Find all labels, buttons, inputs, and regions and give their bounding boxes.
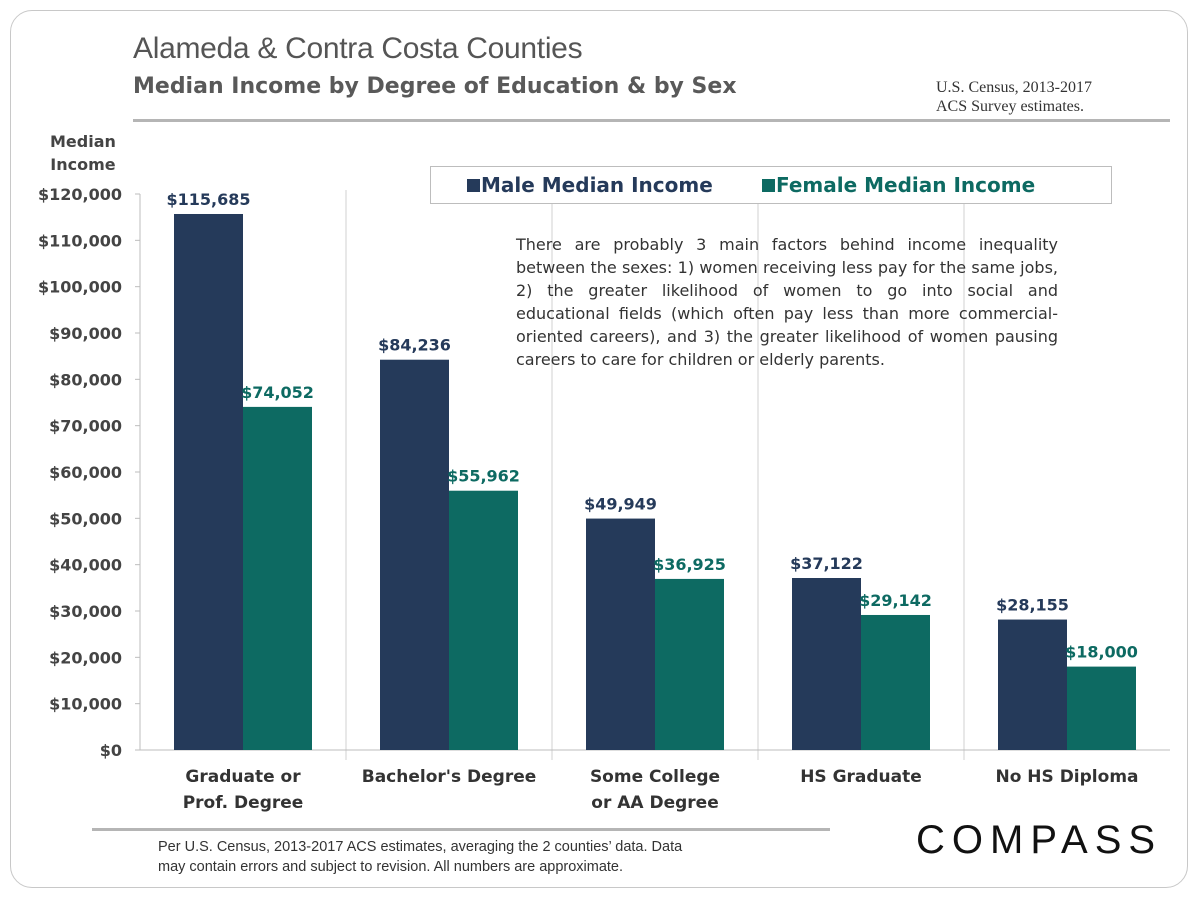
y-tick-label: $10,000 — [49, 695, 122, 714]
page-subtitle: Median Income by Degree of Education & b… — [133, 74, 737, 99]
y-tick-label: $100,000 — [38, 278, 122, 297]
header-divider — [133, 119, 1170, 122]
page-title: Alameda & Contra Costa Counties — [133, 32, 583, 65]
bar-male — [380, 359, 449, 750]
footnote-line-1: Per U.S. Census, 2013-2017 ACS estimates… — [158, 839, 683, 855]
footnote-line-2: may contain errors and subject to revisi… — [158, 859, 624, 875]
footnote: Per U.S. Census, 2013-2017 ACS estimates… — [158, 837, 682, 877]
x-tick-label: Graduate or — [185, 767, 301, 787]
y-tick-label: $70,000 — [49, 417, 122, 436]
bar-value-label: $49,949 — [584, 495, 657, 514]
x-tick-label: No HS Diploma — [995, 767, 1138, 787]
bar-female — [1067, 666, 1136, 750]
bar-value-label: $28,155 — [996, 596, 1069, 615]
y-axis-label: Median Income — [50, 130, 116, 176]
compass-logo: COMPASS — [916, 818, 1163, 862]
y-axis-label-line-1: Median — [50, 132, 116, 151]
x-tick-label: Bachelor's Degree — [362, 767, 537, 787]
bar-female — [655, 578, 724, 750]
bar-value-label: $18,000 — [1065, 643, 1138, 662]
y-tick-label: $80,000 — [49, 370, 122, 389]
bar-value-label: $115,685 — [166, 190, 250, 209]
bar-female — [243, 406, 312, 750]
y-tick-label: $110,000 — [38, 231, 122, 250]
bar-value-label: $84,236 — [378, 336, 451, 355]
bar-value-label: $29,142 — [859, 591, 932, 610]
bar-female — [449, 490, 518, 750]
bar-male — [586, 518, 655, 750]
bar-value-label: $74,052 — [241, 383, 314, 402]
source-line-1: U.S. Census, 2013-2017 — [936, 79, 1093, 96]
y-tick-label: $50,000 — [49, 509, 122, 528]
y-tick-label: $60,000 — [49, 463, 122, 482]
slide-frame — [10, 10, 1188, 888]
legend-label-male: Male Median Income — [481, 173, 713, 197]
source-note: U.S. Census, 2013-2017 ACS Survey estima… — [936, 78, 1092, 116]
y-tick-label: $20,000 — [49, 648, 122, 667]
legend-swatch-male — [467, 179, 480, 192]
chart-legend: Male Median Income Female Median Income — [430, 166, 1112, 204]
x-tick-label: HS Graduate — [800, 767, 922, 787]
y-tick-label: $90,000 — [49, 324, 122, 343]
y-tick-label: $0 — [100, 741, 122, 760]
x-tick-label: or AA Degree — [591, 793, 718, 813]
x-tick-label: Prof. Degree — [183, 793, 304, 813]
y-tick-label: $30,000 — [49, 602, 122, 621]
y-axis-label-line-2: Income — [50, 155, 116, 174]
bar-value-label: $37,122 — [790, 554, 863, 573]
bar-value-label: $55,962 — [447, 467, 520, 486]
bar-male — [792, 578, 861, 750]
source-line-2: ACS Survey estimates. — [936, 98, 1084, 115]
chart-annotation: There are probably 3 main factors behind… — [516, 235, 1058, 369]
bar-female — [861, 614, 930, 750]
footer-divider — [92, 828, 830, 831]
legend-label-female: Female Median Income — [776, 173, 1036, 197]
bar-male — [174, 213, 243, 751]
legend-swatch-female — [762, 179, 775, 192]
y-tick-label: $120,000 — [38, 185, 122, 204]
y-tick-label: $40,000 — [49, 556, 122, 575]
x-tick-label: Some College — [590, 767, 720, 787]
bar-value-label: $36,925 — [653, 555, 726, 574]
bar-male — [998, 619, 1067, 750]
